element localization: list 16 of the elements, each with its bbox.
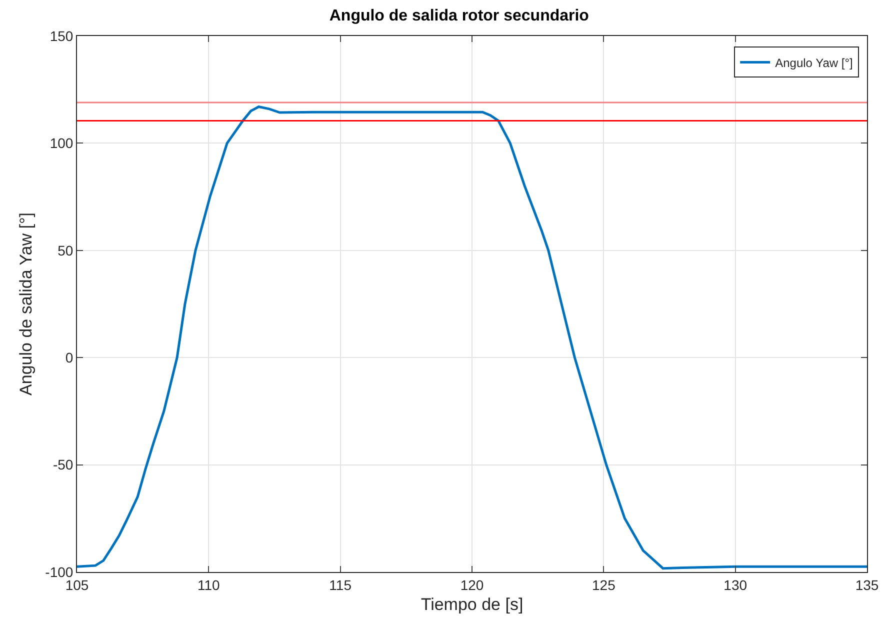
y-tick-label: 100 [50, 135, 74, 152]
y-tick-label: 50 [58, 242, 74, 258]
line-series [77, 106, 867, 570]
x-tick-label: 120 [460, 576, 484, 593]
x-tick-label: 135 [855, 576, 879, 593]
y-tick-label: 150 [50, 28, 74, 44]
x-tick-label: 115 [329, 576, 352, 593]
x-tick-label: 110 [198, 576, 220, 593]
y-tick-label: -50 [52, 456, 74, 473]
y-tick-label: 0 [65, 350, 74, 366]
x-tick-label: 125 [592, 576, 616, 593]
y-axis-title: Angulo de salida Yaw [°] [16, 212, 36, 396]
chart-title: Angulo de salida rotor secundario [329, 8, 590, 25]
x-tick-label: 130 [724, 576, 748, 593]
x-axis-title: Tiempo de [s] [420, 595, 524, 614]
legend-label: Angulo Yaw [°] [775, 56, 853, 70]
